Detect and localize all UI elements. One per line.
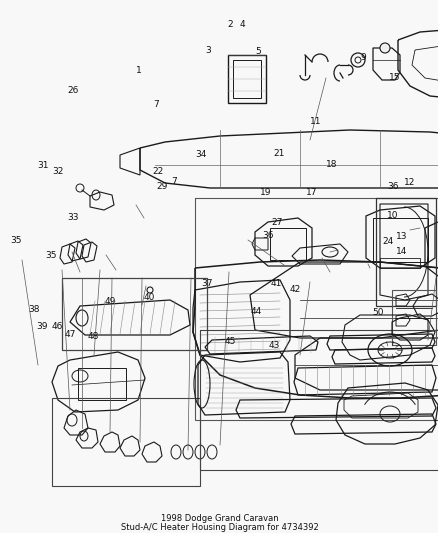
Text: 29: 29 — [156, 182, 167, 191]
Bar — [78, 368, 126, 400]
Text: 42: 42 — [289, 286, 300, 294]
Text: 49: 49 — [104, 297, 116, 306]
Text: 35: 35 — [46, 252, 57, 260]
Text: 50: 50 — [371, 308, 383, 317]
Text: 31: 31 — [37, 161, 48, 169]
Bar — [233, 60, 261, 98]
Text: 21: 21 — [272, 149, 284, 158]
Text: 7: 7 — [171, 177, 177, 185]
Text: 13: 13 — [395, 232, 406, 241]
Text: 38: 38 — [28, 305, 39, 313]
Text: 12: 12 — [403, 178, 414, 187]
Text: 34: 34 — [194, 150, 206, 159]
Bar — [227, 55, 265, 103]
Text: 11: 11 — [309, 117, 321, 126]
Text: 2: 2 — [227, 20, 233, 29]
Text: 41: 41 — [270, 279, 281, 288]
Text: 46: 46 — [52, 322, 63, 330]
Text: 3: 3 — [205, 46, 211, 54]
Text: Stud-A/C Heater Housing Diagram for 4734392: Stud-A/C Heater Housing Diagram for 4734… — [120, 523, 318, 532]
Text: 32: 32 — [53, 167, 64, 176]
Text: 47: 47 — [65, 330, 76, 339]
Text: 17: 17 — [306, 189, 317, 197]
Text: 44: 44 — [250, 307, 261, 316]
Text: 33: 33 — [67, 213, 79, 222]
Text: 1: 1 — [136, 66, 141, 75]
Ellipse shape — [379, 43, 389, 53]
Text: 45: 45 — [224, 337, 236, 345]
Text: 4: 4 — [239, 20, 245, 29]
Bar — [62, 278, 207, 350]
Text: 39: 39 — [36, 322, 47, 330]
Text: 35: 35 — [11, 237, 22, 245]
Text: 24: 24 — [381, 238, 392, 246]
Text: 26: 26 — [67, 86, 79, 95]
Bar — [269, 228, 305, 260]
Text: 36: 36 — [262, 231, 273, 240]
Text: 9: 9 — [359, 53, 365, 62]
Bar — [372, 218, 427, 262]
Text: 22: 22 — [152, 167, 164, 176]
Text: 10: 10 — [386, 211, 398, 220]
Text: 37: 37 — [201, 279, 212, 288]
Text: 19: 19 — [259, 189, 271, 197]
Text: 1998 Dodge Grand Caravan: 1998 Dodge Grand Caravan — [160, 514, 278, 523]
Text: 18: 18 — [325, 160, 336, 168]
Bar — [200, 330, 438, 470]
Text: 40: 40 — [143, 293, 154, 302]
Text: 15: 15 — [388, 74, 399, 82]
Text: 7: 7 — [152, 100, 158, 109]
Bar — [52, 398, 200, 486]
Text: 5: 5 — [255, 47, 261, 55]
Text: 27: 27 — [271, 219, 282, 227]
Text: 36: 36 — [386, 182, 398, 191]
Text: 14: 14 — [395, 247, 406, 256]
Bar — [391, 290, 435, 345]
Text: 48: 48 — [88, 333, 99, 341]
Text: 43: 43 — [268, 341, 279, 350]
Bar — [375, 198, 435, 306]
